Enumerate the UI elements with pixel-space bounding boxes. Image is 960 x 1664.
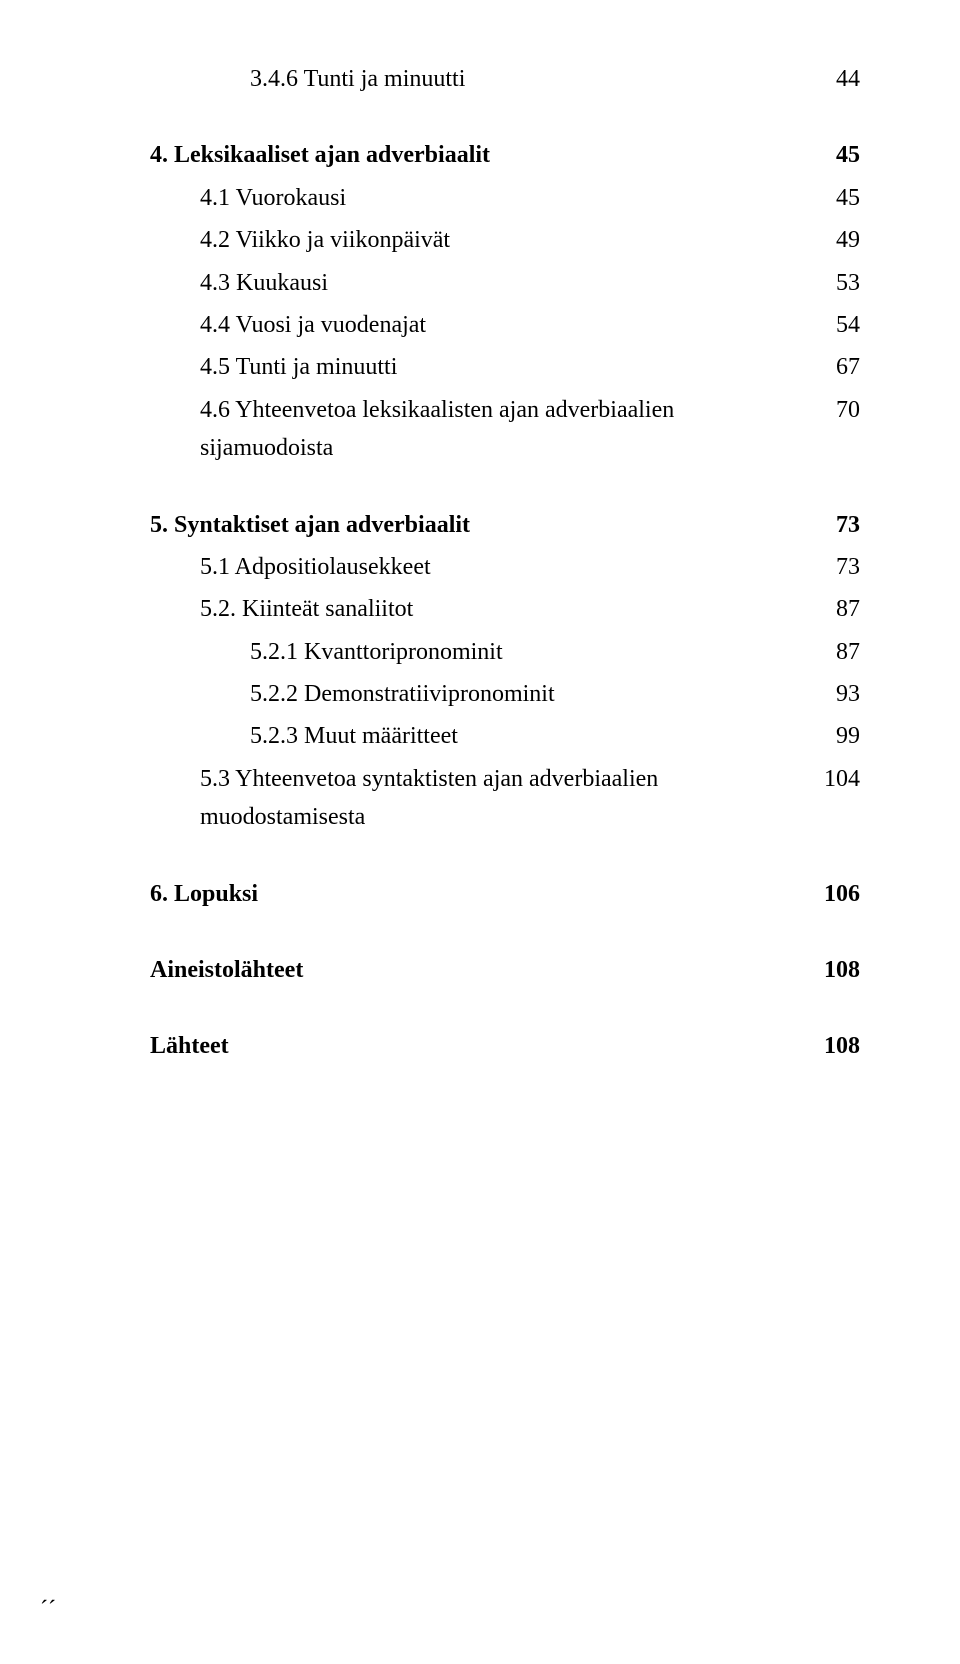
toc-entry-label: 4.1 Vuorokausi [200, 179, 800, 217]
toc-entry-label: 5.2.2 Demonstratiivipronominit [250, 675, 800, 713]
spacer [150, 989, 860, 1027]
toc-entry-label: Lähteet [150, 1027, 800, 1065]
spacer [150, 98, 860, 136]
toc-entry-label: 5. Syntaktiset ajan adverbiaalit [150, 506, 800, 544]
toc-entry: Aineistolähteet108 [150, 951, 860, 989]
toc-entry-page: 106 [800, 875, 860, 913]
toc-entry-label: 4.5 Tunti ja minuutti [200, 348, 800, 386]
toc-entry-page: 108 [800, 1027, 860, 1065]
toc-entry-page: 108 [800, 951, 860, 989]
toc-entry-label: Aineistolähteet [150, 951, 800, 989]
footer-ticks: ´´ [40, 1597, 56, 1624]
toc-entry-page: 70 [800, 391, 860, 429]
toc-entry-label: 3.4.6 Tunti ja minuutti [250, 60, 800, 98]
toc-entry: 4. Leksikaaliset ajan adverbiaalit45 [150, 136, 860, 174]
toc-entry-page: 45 [800, 179, 860, 217]
toc-entry-page: 73 [800, 548, 860, 586]
toc-entry: 5.2.3 Muut määritteet99 [150, 717, 860, 755]
toc-entry-label: 5.3 Yhteenvetoa syntaktisten ajan adverb… [200, 760, 800, 837]
table-of-contents: 3.4.6 Tunti ja minuutti444. Leksikaalise… [150, 60, 860, 1066]
toc-entry: 4.3 Kuukausi53 [150, 264, 860, 302]
toc-entry-label: 4.6 Yhteenvetoa leksikaalisten ajan adve… [200, 391, 800, 468]
toc-entry: 5.2. Kiinteät sanaliitot87 [150, 590, 860, 628]
toc-entry-label: 6. Lopuksi [150, 875, 800, 913]
toc-entry-page: 73 [800, 506, 860, 544]
toc-entry-label: 4.2 Viikko ja viikonpäivät [200, 221, 800, 259]
toc-entry-page: 44 [800, 60, 860, 98]
toc-entry-page: 49 [800, 221, 860, 259]
toc-entry: 6. Lopuksi106 [150, 875, 860, 913]
toc-entry-page: 87 [800, 590, 860, 628]
toc-entry: 4.1 Vuorokausi45 [150, 179, 860, 217]
toc-entry: 4.2 Viikko ja viikonpäivät49 [150, 221, 860, 259]
toc-entry-label: 5.2. Kiinteät sanaliitot [200, 590, 800, 628]
toc-entry-page: 54 [800, 306, 860, 344]
toc-entry: 5.3 Yhteenvetoa syntaktisten ajan adverb… [150, 760, 860, 837]
toc-entry: 5.1 Adpositiolausekkeet73 [150, 548, 860, 586]
toc-entry-page: 93 [800, 675, 860, 713]
document-page: 3.4.6 Tunti ja minuutti444. Leksikaalise… [0, 0, 960, 1664]
toc-entry: 4.6 Yhteenvetoa leksikaalisten ajan adve… [150, 391, 860, 468]
toc-entry: 3.4.6 Tunti ja minuutti44 [150, 60, 860, 98]
spacer [150, 913, 860, 951]
toc-entry: 5. Syntaktiset ajan adverbiaalit73 [150, 506, 860, 544]
toc-entry: 5.2.1 Kvanttoripronominit87 [150, 633, 860, 671]
spacer [150, 837, 860, 875]
spacer [150, 468, 860, 506]
toc-entry: 5.2.2 Demonstratiivipronominit93 [150, 675, 860, 713]
toc-entry-label: 4.3 Kuukausi [200, 264, 800, 302]
toc-entry-label: 5.1 Adpositiolausekkeet [200, 548, 800, 586]
toc-entry-label: 5.2.3 Muut määritteet [250, 717, 800, 755]
toc-entry-page: 87 [800, 633, 860, 671]
toc-entry: 4.4 Vuosi ja vuodenajat54 [150, 306, 860, 344]
toc-entry: 4.5 Tunti ja minuutti67 [150, 348, 860, 386]
toc-entry-page: 104 [800, 760, 860, 798]
toc-entry-label: 5.2.1 Kvanttoripronominit [250, 633, 800, 671]
toc-entry-page: 67 [800, 348, 860, 386]
toc-entry-page: 99 [800, 717, 860, 755]
toc-entry-label: 4.4 Vuosi ja vuodenajat [200, 306, 800, 344]
toc-entry-page: 45 [800, 136, 860, 174]
toc-entry-page: 53 [800, 264, 860, 302]
toc-entry: Lähteet108 [150, 1027, 860, 1065]
toc-entry-label: 4. Leksikaaliset ajan adverbiaalit [150, 136, 800, 174]
